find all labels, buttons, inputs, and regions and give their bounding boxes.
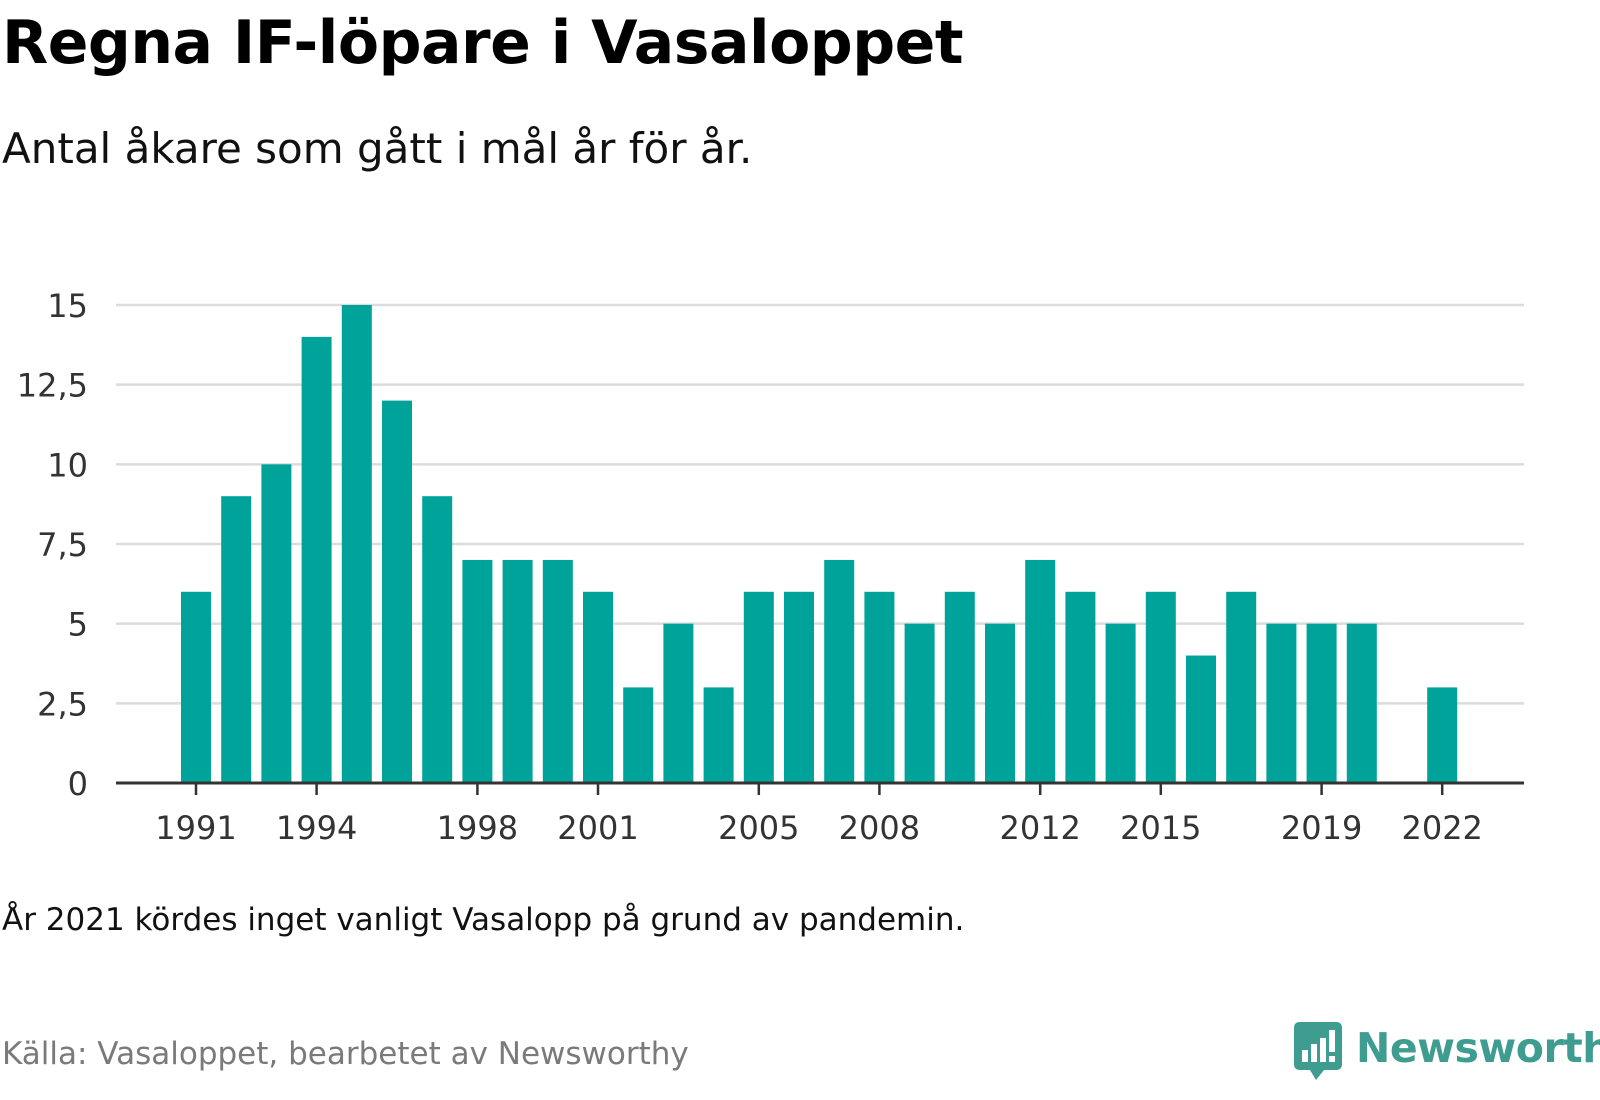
bar-1992 xyxy=(221,496,252,783)
x-tick-label: 1994 xyxy=(276,809,357,847)
x-tick-label: 2008 xyxy=(839,809,920,847)
bar-2000 xyxy=(542,559,573,783)
bar-1997 xyxy=(422,496,453,783)
bar-1998 xyxy=(462,559,493,783)
x-tick-label: 2012 xyxy=(999,809,1080,847)
bar-2010 xyxy=(944,591,975,783)
bar-1996 xyxy=(382,400,412,783)
bar-2020 xyxy=(1346,623,1377,783)
bar-2002 xyxy=(623,687,654,783)
bar-1994 xyxy=(301,336,332,783)
x-tick-label: 2015 xyxy=(1120,809,1201,847)
bar-2001 xyxy=(583,591,613,783)
chart-note: År 2021 kördes inget vanligt Vasalopp på… xyxy=(2,902,965,938)
y-tick-label: 7,5 xyxy=(37,526,88,564)
x-tick-label: 2019 xyxy=(1281,809,1362,847)
bar-1995 xyxy=(341,305,372,783)
bar-2011 xyxy=(985,623,1015,783)
newsworthy-logo-icon xyxy=(1294,1022,1342,1080)
bar-2007 xyxy=(824,559,855,783)
source-credit: Källa: Vasaloppet, bearbetet av Newswort… xyxy=(2,1036,689,1072)
x-tick-label: 1998 xyxy=(437,809,518,847)
bar-2015 xyxy=(1145,591,1176,783)
bar-2013 xyxy=(1065,591,1096,783)
bar-2012 xyxy=(1025,559,1056,783)
bar-2004 xyxy=(703,687,734,783)
x-tick-label: 1991 xyxy=(155,809,236,847)
y-tick-label: 10 xyxy=(47,446,88,484)
y-tick-label: 12,5 xyxy=(17,367,88,405)
bar-2017 xyxy=(1226,591,1257,783)
bar-2016 xyxy=(1186,655,1216,783)
y-tick-label: 15 xyxy=(47,287,88,325)
bar-1993 xyxy=(261,464,292,783)
x-tick-label: 2005 xyxy=(718,809,799,847)
bar-2003 xyxy=(663,623,694,783)
bar-2022 xyxy=(1427,687,1458,783)
brand-name: Newsworthy xyxy=(1356,1024,1600,1072)
x-tick-label: 2022 xyxy=(1401,809,1482,847)
bar-chart: 0 2,5 5 7,5 10 12,5 15 1991 1994 1998 2001 2005 2008… xyxy=(17,287,1524,847)
bar-2008 xyxy=(864,591,895,783)
bar-1991 xyxy=(181,591,211,783)
x-tick-label: 2001 xyxy=(557,809,638,847)
bar-1999 xyxy=(502,559,533,783)
bar-2014 xyxy=(1105,623,1136,783)
chart-title: Regna IF-löpare i Vasaloppet xyxy=(2,8,964,78)
y-tick-label: 2,5 xyxy=(37,685,88,723)
y-tick-label: 0 xyxy=(68,765,88,803)
chart-subtitle: Antal åkare som gått i mål år för år. xyxy=(2,124,753,173)
bar-2019 xyxy=(1306,623,1337,783)
bars xyxy=(181,305,1458,783)
bar-2005 xyxy=(743,591,774,783)
bar-2009 xyxy=(904,623,935,783)
y-tick-label: 5 xyxy=(68,606,88,644)
axes: 0 2,5 5 7,5 10 12,5 15 1991 1994 1998 2001 2005 2008… xyxy=(17,287,1524,847)
bar-2018 xyxy=(1266,623,1297,783)
bar-2006 xyxy=(784,591,814,783)
